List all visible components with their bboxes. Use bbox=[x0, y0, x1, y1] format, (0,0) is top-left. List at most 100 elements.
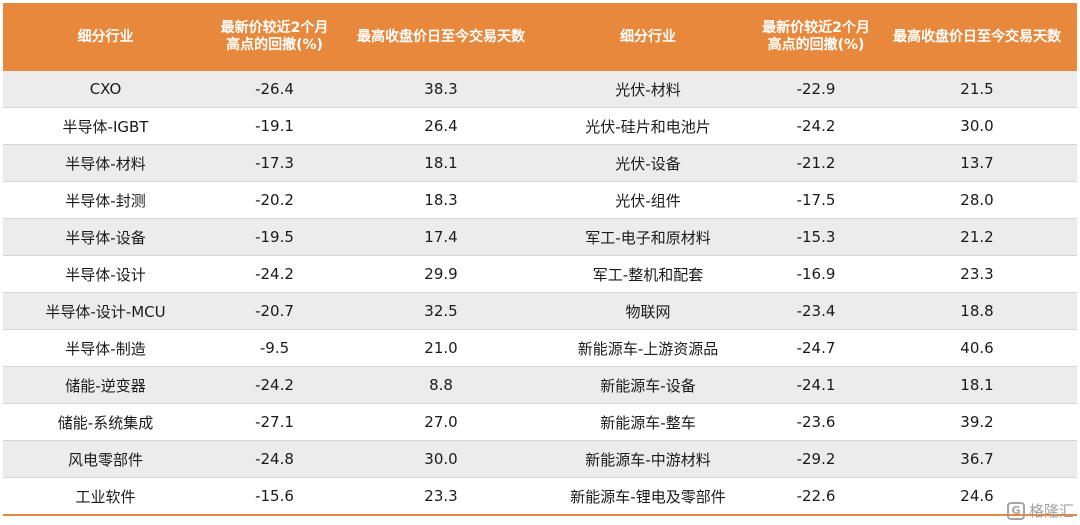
days-right-cell: 24.6 bbox=[877, 477, 1077, 516]
table-row: 半导体-IGBT -19.1 26.4 光伏-硅片和电池片 -24.2 30.0 bbox=[3, 107, 1077, 145]
header-days-left: 最高收盘价日至今交易天数 bbox=[341, 3, 541, 71]
days-left-cell: 17.4 bbox=[341, 218, 541, 256]
drawdown-right-cell: -24.2 bbox=[755, 107, 877, 145]
watermark: G 格隆汇 bbox=[1006, 500, 1074, 521]
days-left-cell: 30.0 bbox=[341, 440, 541, 478]
table-row: 储能-系统集成 -27.1 27.0 新能源车-整车 -23.6 39.2 bbox=[3, 403, 1077, 441]
days-right-cell: 40.6 bbox=[877, 329, 1077, 367]
watermark-text: 格隆汇 bbox=[1028, 502, 1074, 520]
drawdown-left-cell: -19.1 bbox=[208, 107, 341, 145]
table-row: CXO -26.4 38.3 光伏-材料 -22.9 21.5 bbox=[3, 71, 1077, 108]
industry-left-cell: 储能-系统集成 bbox=[3, 403, 208, 441]
industry-right-cell: 新能源车-整车 bbox=[541, 403, 755, 441]
drawdown-left-cell: -24.8 bbox=[208, 440, 341, 478]
days-right-cell: 21.2 bbox=[877, 218, 1077, 256]
industry-left-cell: 半导体-制造 bbox=[3, 329, 208, 367]
days-right-cell: 18.1 bbox=[877, 366, 1077, 404]
days-left-cell: 26.4 bbox=[341, 107, 541, 145]
drawdown-right-cell: -22.9 bbox=[755, 71, 877, 108]
gelonghui-logo-icon: G bbox=[1006, 501, 1025, 520]
table-header: 细分行业 最新价较近2个月 高点的回撤(%) 最高收盘价日至今交易天数 细分行业… bbox=[3, 3, 1077, 71]
industry-right-cell: 光伏-组件 bbox=[541, 181, 755, 219]
drawdown-left-cell: -26.4 bbox=[208, 71, 341, 108]
industry-left-cell: 储能-逆变器 bbox=[3, 366, 208, 404]
days-right-cell: 18.8 bbox=[877, 292, 1077, 330]
drawdown-left-cell: -19.5 bbox=[208, 218, 341, 256]
drawdown-right-cell: -29.2 bbox=[755, 440, 877, 478]
table-row: 半导体-材料 -17.3 18.1 光伏-设备 -21.2 13.7 bbox=[3, 144, 1077, 182]
days-left-cell: 29.9 bbox=[341, 255, 541, 293]
industry-right-cell: 军工-整机和配套 bbox=[541, 255, 755, 293]
drawdown-left-cell: -27.1 bbox=[208, 403, 341, 441]
drawdown-left-cell: -24.2 bbox=[208, 255, 341, 293]
days-right-cell: 13.7 bbox=[877, 144, 1077, 182]
drawdown-right-cell: -16.9 bbox=[755, 255, 877, 293]
industry-left-cell: CXO bbox=[3, 71, 208, 108]
header-industry-right: 细分行业 bbox=[541, 3, 755, 71]
industry-left-cell: 工业软件 bbox=[3, 477, 208, 516]
days-left-cell: 18.3 bbox=[341, 181, 541, 219]
table-row: 储能-逆变器 -24.2 8.8 新能源车-设备 -24.1 18.1 bbox=[3, 366, 1077, 404]
days-right-cell: 36.7 bbox=[877, 440, 1077, 478]
header-industry-left: 细分行业 bbox=[3, 3, 208, 71]
days-left-cell: 8.8 bbox=[341, 366, 541, 404]
drawdown-left-cell: -15.6 bbox=[208, 477, 341, 516]
drawdown-right-cell: -22.6 bbox=[755, 477, 877, 516]
days-left-cell: 18.1 bbox=[341, 144, 541, 182]
industry-left-cell: 半导体-设计 bbox=[3, 255, 208, 293]
industry-left-cell: 半导体-IGBT bbox=[3, 107, 208, 145]
days-left-cell: 23.3 bbox=[341, 477, 541, 516]
days-right-cell: 30.0 bbox=[877, 107, 1077, 145]
days-right-cell: 39.2 bbox=[877, 403, 1077, 441]
header-drawdown-right-line2: 高点的回撤(%) bbox=[767, 37, 865, 53]
industry-left-cell: 半导体-材料 bbox=[3, 144, 208, 182]
industry-right-cell: 新能源车-设备 bbox=[541, 366, 755, 404]
industry-right-cell: 军工-电子和原材料 bbox=[541, 218, 755, 256]
drawdown-right-cell: -24.1 bbox=[755, 366, 877, 404]
header-drawdown-left-line1: 最新价较近2个月 bbox=[220, 20, 329, 36]
drawdown-right-cell: -15.3 bbox=[755, 218, 877, 256]
days-left-cell: 38.3 bbox=[341, 71, 541, 108]
table-row: 工业软件 -15.6 23.3 新能源车-锂电及零部件 -22.6 24.6 bbox=[3, 477, 1077, 516]
days-left-cell: 32.5 bbox=[341, 292, 541, 330]
industry-left-cell: 半导体-设备 bbox=[3, 218, 208, 256]
header-row: 细分行业 最新价较近2个月 高点的回撤(%) 最高收盘价日至今交易天数 细分行业… bbox=[3, 3, 1077, 71]
drawdown-left-cell: -24.2 bbox=[208, 366, 341, 404]
industry-drawdown-table: 细分行业 最新价较近2个月 高点的回撤(%) 最高收盘价日至今交易天数 细分行业… bbox=[3, 3, 1077, 516]
drawdown-right-cell: -21.2 bbox=[755, 144, 877, 182]
table-row: 风电零部件 -24.8 30.0 新能源车-中游材料 -29.2 36.7 bbox=[3, 440, 1077, 478]
table-row: 半导体-设计 -24.2 29.9 军工-整机和配套 -16.9 23.3 bbox=[3, 255, 1077, 293]
header-drawdown-right: 最新价较近2个月 高点的回撤(%) bbox=[755, 3, 877, 71]
industry-right-cell: 新能源车-锂电及零部件 bbox=[541, 477, 755, 516]
days-left-cell: 21.0 bbox=[341, 329, 541, 367]
industry-right-cell: 光伏-硅片和电池片 bbox=[541, 107, 755, 145]
drawdown-right-cell: -23.4 bbox=[755, 292, 877, 330]
drawdown-left-cell: -20.7 bbox=[208, 292, 341, 330]
table-row: 半导体-封测 -20.2 18.3 光伏-组件 -17.5 28.0 bbox=[3, 181, 1077, 219]
days-right-cell: 28.0 bbox=[877, 181, 1077, 219]
industry-right-cell: 光伏-材料 bbox=[541, 71, 755, 108]
drawdown-right-cell: -23.6 bbox=[755, 403, 877, 441]
table-row: 半导体-设备 -19.5 17.4 军工-电子和原材料 -15.3 21.2 bbox=[3, 218, 1077, 256]
header-days-right: 最高收盘价日至今交易天数 bbox=[877, 3, 1077, 71]
days-right-cell: 21.5 bbox=[877, 71, 1077, 108]
days-right-cell: 23.3 bbox=[877, 255, 1077, 293]
header-drawdown-right-line1: 最新价较近2个月 bbox=[762, 20, 870, 36]
industry-right-cell: 新能源车-上游资源品 bbox=[541, 329, 755, 367]
industry-right-cell: 光伏-设备 bbox=[541, 144, 755, 182]
drawdown-left-cell: -9.5 bbox=[208, 329, 341, 367]
drawdown-left-cell: -20.2 bbox=[208, 181, 341, 219]
header-drawdown-left-line2: 高点的回撤(%) bbox=[226, 37, 323, 53]
industry-right-cell: 物联网 bbox=[541, 292, 755, 330]
table-row: 半导体-制造 -9.5 21.0 新能源车-上游资源品 -24.7 40.6 bbox=[3, 329, 1077, 367]
table-body: CXO -26.4 38.3 光伏-材料 -22.9 21.5 半导体-IGBT -19.1 2… bbox=[3, 71, 1077, 516]
drawdown-left-cell: -17.3 bbox=[208, 144, 341, 182]
drawdown-right-cell: -17.5 bbox=[755, 181, 877, 219]
industry-left-cell: 半导体-封测 bbox=[3, 181, 208, 219]
days-left-cell: 27.0 bbox=[341, 403, 541, 441]
table-row: 半导体-设计-MCU -20.7 32.5 物联网 -23.4 18.8 bbox=[3, 292, 1077, 330]
industry-left-cell: 半导体-设计-MCU bbox=[3, 292, 208, 330]
industry-right-cell: 新能源车-中游材料 bbox=[541, 440, 755, 478]
drawdown-right-cell: -24.7 bbox=[755, 329, 877, 367]
header-drawdown-left: 最新价较近2个月 高点的回撤(%) bbox=[208, 3, 341, 71]
